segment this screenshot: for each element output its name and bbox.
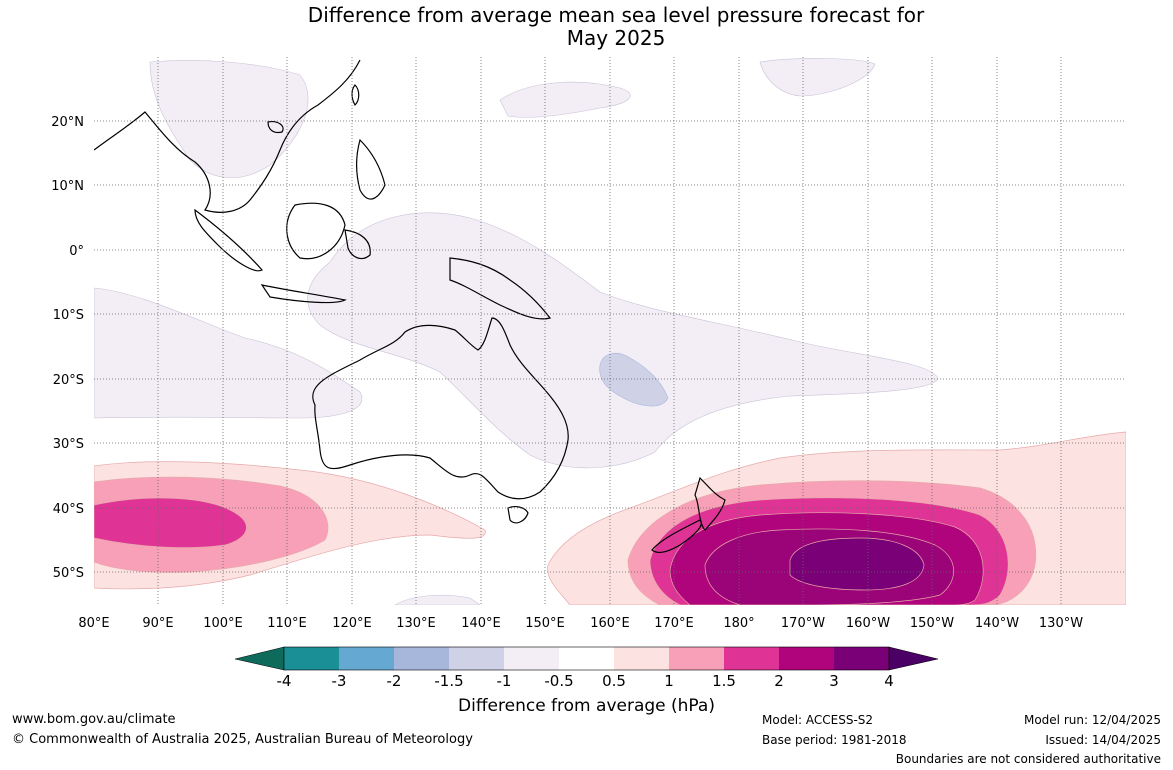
lon-label: 170°W	[781, 616, 825, 631]
lat-label: 50°S	[53, 566, 84, 581]
lon-label: 130°W	[1039, 616, 1083, 631]
colorbar-tick-label: 1	[664, 672, 674, 690]
colorbar-tick-label: 3	[829, 672, 839, 690]
lon-label: 150°E	[525, 616, 565, 631]
hainan-coastline	[267, 121, 284, 134]
footer-model: Model: ACCESS-S2	[762, 713, 874, 727]
lon-label: 170°E	[654, 616, 694, 631]
lat-label: 20°N	[51, 115, 84, 130]
negative-anomaly-regions	[94, 58, 1126, 605]
colorbar-swatch	[669, 647, 724, 670]
colorbar-tick-label: 0.5	[602, 672, 626, 690]
lat-label: 10°N	[51, 179, 84, 194]
anomaly-region-north-pacific	[499, 81, 631, 118]
colorbar-swatch	[834, 647, 889, 670]
colorbar-swatch	[339, 647, 394, 670]
nz-south-island-coastline	[651, 519, 702, 554]
anomaly-region-moderate-negative	[599, 352, 669, 407]
australia-coastline	[312, 317, 569, 500]
sumatra-coastline	[194, 208, 263, 272]
lon-label: 80°E	[78, 616, 109, 631]
colorbar-tick-label: -3	[332, 672, 347, 690]
philippines-coastline	[356, 138, 386, 200]
colorbar-title: Difference from average (hPa)	[458, 696, 715, 716]
colorbar-swatch	[394, 647, 449, 670]
colorbar-tick-label: -1	[497, 672, 512, 690]
footer-issued: Issued: 14/04/2025	[1045, 733, 1161, 747]
latitude-labels: 20°N 10°N 0° 10°S 20°S 30°S 40°S 50°S	[51, 115, 84, 581]
colorbar-swatch	[779, 647, 834, 670]
taiwan-coastline	[351, 84, 360, 106]
borneo-coastline	[286, 202, 346, 260]
footer-model-run: Model run: 12/04/2025	[1023, 713, 1161, 727]
lon-label: 110°E	[267, 616, 307, 631]
colorbar-ticks: -4 -3 -2 -1.5 -1 -0.5 0.5 1 1.5 2 3 4	[277, 672, 894, 690]
colorbar-swatch	[888, 646, 939, 671]
lon-label: 160°W	[846, 616, 890, 631]
positive-anomaly-regions	[94, 431, 1126, 605]
colorbar-swatch	[234, 646, 285, 671]
anomaly-region-asia	[149, 60, 309, 178]
lat-label: 0°	[69, 244, 84, 259]
footer-disclaimer: Boundaries are not considered authoritat…	[895, 752, 1161, 766]
anomaly-region-indian-ocean-strong	[94, 497, 247, 548]
lon-label: 130°E	[396, 616, 436, 631]
nz-north-island-coastline	[694, 476, 726, 531]
lon-label: 100°E	[203, 616, 243, 631]
colorbar-tick-label: -1.5	[434, 672, 463, 690]
colorbar-frame	[283, 646, 890, 671]
colorbar-swatch	[614, 647, 669, 670]
footer-copyright: © Commonwealth of Australia 2025, Austra…	[12, 732, 473, 747]
lat-label: 40°S	[53, 502, 84, 517]
lon-label: 120°E	[332, 616, 372, 631]
graticule	[94, 57, 1126, 605]
coastlines	[94, 59, 726, 554]
lat-label: 30°S	[53, 437, 84, 452]
lon-label: 180°	[723, 616, 754, 631]
footer-base-period: Base period: 1981-2018	[762, 733, 907, 747]
title-line-2: May 2025	[566, 26, 666, 50]
map-title: Difference from average mean sea level p…	[0, 4, 1173, 50]
lat-label: 10°S	[53, 308, 84, 323]
colorbar-swatch	[284, 647, 339, 670]
colorbar-tick-label: -2	[387, 672, 402, 690]
lon-label: 150°W	[910, 616, 954, 631]
anomaly-region-tropics	[94, 287, 363, 419]
lon-label: 90°E	[142, 616, 173, 631]
lat-label: 20°S	[53, 373, 84, 388]
colorbar-swatch	[724, 647, 779, 670]
colorbar-tick-label: -0.5	[544, 672, 573, 690]
lon-label: 140°E	[461, 616, 501, 631]
anomaly-region-maritime	[307, 212, 939, 469]
colorbar-tick-label: -4	[277, 672, 292, 690]
colorbar-swatch	[449, 647, 504, 670]
colorbar-swatch	[559, 647, 614, 670]
sulawesi-coastline	[344, 229, 371, 260]
colour-bar: -4 -3 -2 -1.5 -1 -0.5 0.5 1 1.5 2 3 4	[234, 646, 939, 690]
anomaly-region-pacific-extreme	[789, 537, 925, 591]
asia-coastline	[94, 59, 361, 213]
colorbar-tick-label: 4	[884, 672, 894, 690]
colorbar-tick-label: 2	[774, 672, 784, 690]
anomaly-region-north-east	[759, 58, 876, 97]
lon-label: 160°E	[590, 616, 630, 631]
title-line-1: Difference from average mean sea level p…	[307, 3, 925, 27]
tasmania-coastline	[507, 506, 529, 524]
java-coastline	[260, 284, 347, 304]
map-area	[94, 57, 1126, 605]
lon-label: 140°W	[975, 616, 1019, 631]
new-guinea-coastline	[449, 257, 552, 320]
footer-url[interactable]: www.bom.gov.au/climate	[12, 712, 176, 727]
longitude-labels: 80°E 90°E 100°E 110°E 120°E 130°E 140°E …	[78, 616, 1083, 631]
colorbar-swatch	[504, 647, 559, 670]
colorbar-tick-label: 1.5	[712, 672, 736, 690]
